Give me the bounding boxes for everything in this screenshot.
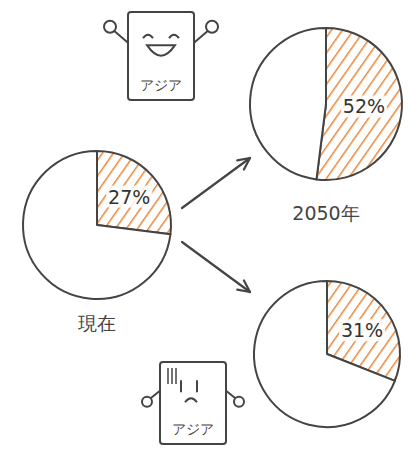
- data-label: 27%: [108, 186, 150, 208]
- arrow: [182, 158, 250, 208]
- pie-slice: [23, 151, 170, 299]
- pie-chart: [254, 281, 400, 427]
- pie-slice: [316, 28, 402, 180]
- hand: [104, 21, 116, 33]
- label-bg: [339, 319, 385, 341]
- pie-slice: [250, 28, 326, 179]
- chart-title: 2050年: [292, 202, 359, 224]
- pie-slice: [97, 151, 171, 234]
- mouth: [147, 45, 175, 56]
- hand: [234, 397, 244, 407]
- pie-chart: [250, 28, 402, 180]
- arm: [194, 31, 208, 43]
- character: アジア: [142, 362, 244, 444]
- label-bg: [106, 186, 152, 208]
- chart-title: 現在: [78, 312, 116, 334]
- arrow-head: [237, 281, 250, 292]
- gloom-line: [175, 368, 177, 384]
- eye: [180, 380, 182, 392]
- pie-slice: [254, 281, 395, 427]
- pie-chart: [23, 151, 171, 299]
- gloom-line: [171, 368, 173, 384]
- gloom-line: [167, 368, 169, 384]
- eye: [143, 35, 153, 39]
- arrow: [182, 242, 250, 292]
- hand: [206, 21, 218, 33]
- canvas: 27%現在52%2050年アジア31%アジア: [0, 0, 412, 451]
- arrow-head: [237, 158, 250, 169]
- arm: [150, 391, 160, 399]
- arm: [226, 391, 236, 399]
- label-bg: [341, 95, 387, 117]
- mouth: [185, 398, 197, 402]
- character-label: アジア: [172, 421, 214, 437]
- body: [160, 362, 226, 444]
- data-label: 52%: [343, 95, 385, 117]
- hand: [142, 397, 152, 407]
- eye: [169, 35, 179, 39]
- arm: [114, 31, 128, 43]
- body: [128, 12, 194, 100]
- eye: [196, 380, 198, 392]
- data-label: 31%: [341, 319, 383, 341]
- character-label: アジア: [140, 77, 182, 93]
- character: アジア: [104, 12, 218, 100]
